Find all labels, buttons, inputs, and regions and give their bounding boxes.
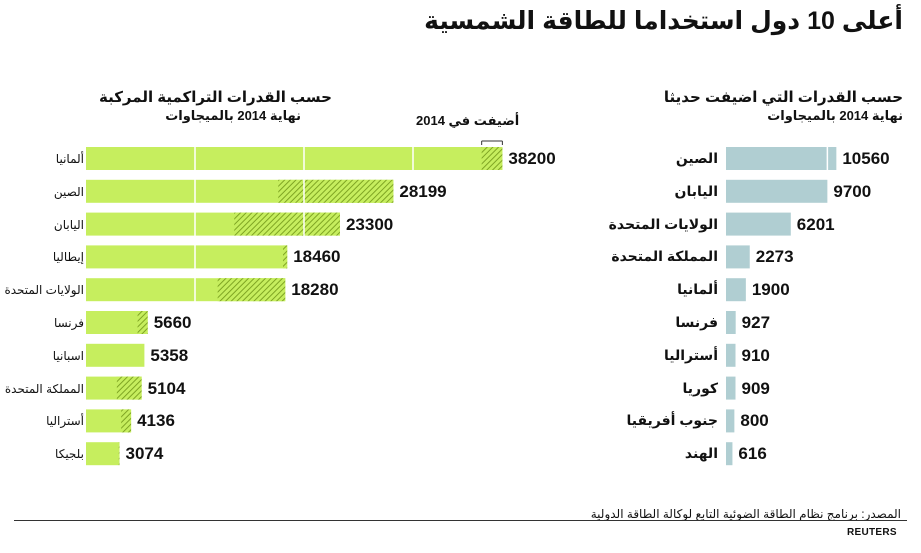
cumulative-bar	[86, 147, 503, 170]
left-category-label: أستراليا	[46, 414, 84, 429]
added-2014-segment	[278, 179, 394, 203]
right-category-label: الصين	[675, 150, 718, 166]
new-capacity-value-label: 9700	[833, 181, 872, 201]
new-capacity-bar	[726, 409, 735, 433]
chart-title: أعلى 10 دول استخداما للطاقة الشمسية	[424, 7, 903, 35]
cumulative-value-label: 18460	[293, 247, 341, 267]
cumulative-value-label: 38200	[508, 149, 556, 168]
right-category-label: اليابان	[674, 182, 719, 199]
added-2014-segment	[481, 147, 503, 170]
footer-rule	[14, 520, 907, 521]
right-category-label: الولايات المتحدة	[608, 215, 718, 232]
right-category-label: الهند	[684, 445, 718, 462]
new-capacity-bar	[726, 376, 736, 400]
cumulative-bar	[86, 343, 145, 367]
new-capacity-bar	[726, 245, 750, 269]
new-capacity-bar	[726, 212, 791, 236]
left-category-label: الولايات المتحدة	[4, 283, 84, 298]
added-2014-segment	[217, 278, 286, 302]
new-capacity-bar	[726, 278, 746, 302]
cumulative-bar	[86, 409, 132, 433]
right-category-label: المملكة المتحدة	[611, 248, 718, 265]
left-category-label: ألمانيا	[55, 152, 84, 166]
new-capacity-value-label: 1900	[751, 280, 790, 300]
left-category-label: اسبانيا	[52, 348, 84, 363]
new-capacity-value-label: 2273	[755, 247, 794, 267]
left-category-label: إيطاليا	[52, 250, 84, 265]
cumulative-value-label: 4136	[137, 411, 175, 431]
cumulative-bar	[86, 442, 120, 466]
new-capacity-value-label: 927	[741, 313, 771, 332]
reuters-logo: REUTERS	[847, 527, 897, 538]
right-category-label: أستراليا	[663, 346, 718, 363]
added-2014-segment	[121, 409, 132, 433]
left-category-label: فرنسا	[53, 316, 84, 330]
right-category-label: كوريا	[682, 379, 719, 396]
cumulative-value-label: 18280	[291, 280, 339, 300]
new-capacity-value-label: 910	[741, 345, 770, 365]
right-chart-title: حسب القدرات التي اضيفت حديثا	[663, 89, 903, 106]
added-2014-segment	[234, 212, 340, 236]
added-2014-segment	[118, 442, 120, 466]
cumulative-value-label: 28199	[399, 181, 447, 201]
added-2014-segment	[283, 245, 288, 269]
cumulative-value-label: 3074	[125, 444, 164, 464]
left-category-label: بلجيكا	[55, 447, 84, 462]
left-chart-subtitle: نهاية 2014 بالميجاوات	[165, 108, 301, 123]
left-chart-title: حسب القدرات التراكمية المركبة	[98, 89, 332, 106]
cumulative-value-label: 23300	[345, 214, 394, 234]
new-capacity-bar	[726, 442, 733, 466]
new-capacity-bar	[726, 147, 837, 170]
right-category-label: ألمانيا	[677, 281, 718, 298]
cumulative-bar	[86, 311, 148, 334]
source-note: المصدر: برنامج نظام الطاقة الضوئية التاب…	[590, 507, 901, 521]
new-capacity-value-label: 909	[741, 378, 770, 398]
right-category-label: فرنسا	[675, 314, 718, 330]
new-capacity-value-label: 616	[738, 444, 767, 464]
cumulative-value-label: 5104	[147, 378, 186, 398]
right-category-label: جنوب أفريقيا	[626, 412, 718, 429]
right-chart-subtitle: نهاية 2014 بالميجاوات	[767, 108, 903, 123]
new-capacity-bar	[726, 343, 736, 367]
left-category-label: اليابان	[53, 217, 84, 232]
new-capacity-value-label: 6201	[796, 214, 835, 234]
new-capacity-value-label: 10560	[842, 149, 890, 168]
left-category-label: الصين	[53, 184, 84, 199]
cumulative-value-label: 5660	[153, 313, 192, 332]
added-2014-segment	[137, 311, 148, 334]
cumulative-value-label: 5358	[150, 345, 189, 365]
added-2014-segment	[116, 376, 142, 400]
cumulative-bar	[86, 245, 288, 269]
added-2014-annotation: أضيفت في 2014	[416, 113, 520, 128]
left-category-label: المملكة المتحدة	[4, 381, 84, 396]
new-capacity-bar	[726, 179, 828, 203]
new-capacity-value-label: 800	[740, 411, 769, 431]
new-capacity-bar	[726, 311, 736, 334]
